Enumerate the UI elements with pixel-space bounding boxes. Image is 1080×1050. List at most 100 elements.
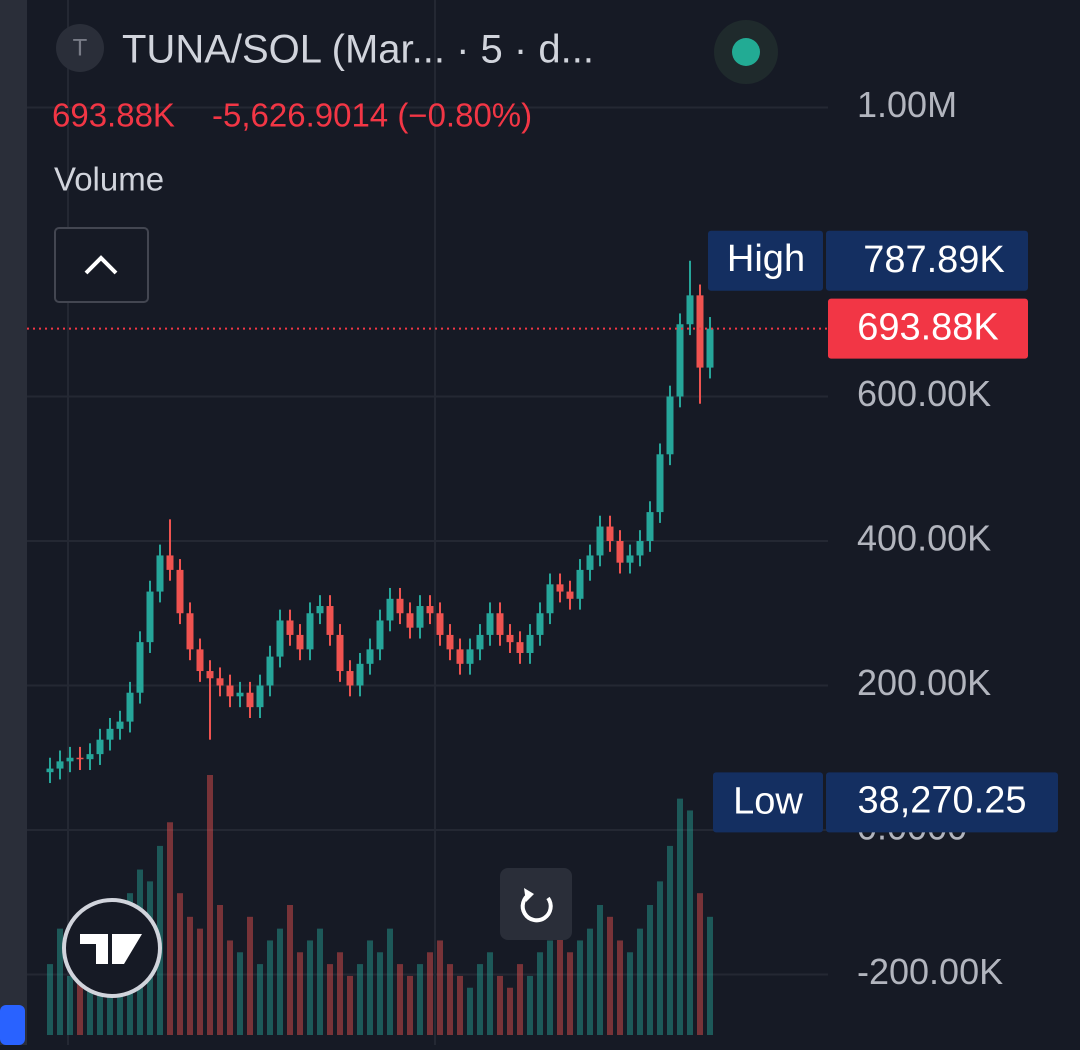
volume-bar <box>227 940 233 1035</box>
low-value: 38,270.25 <box>857 779 1026 821</box>
volume-bar <box>427 952 433 1035</box>
collapse-button[interactable] <box>54 227 149 303</box>
candle-body <box>516 642 524 653</box>
candle-body <box>246 692 254 708</box>
candle-body <box>476 634 484 650</box>
volume-bar <box>667 845 673 1035</box>
volume-bar <box>177 893 183 1035</box>
volume-bar <box>447 964 453 1035</box>
candle-body <box>656 454 664 513</box>
volume-bar <box>607 916 613 1035</box>
candle-body <box>646 512 654 541</box>
volume-bar <box>57 928 63 1035</box>
candle-body <box>546 584 554 614</box>
candle-body <box>426 606 434 614</box>
candle-body <box>136 642 144 693</box>
candle-body <box>616 540 624 563</box>
volume-bar <box>457 975 463 1035</box>
y-tick-label: 600.00K <box>857 373 991 414</box>
title[interactable]: TUNA/SOL (Mar... · 5 · d... <box>122 28 594 72</box>
volume-bar <box>527 975 533 1035</box>
volume-bar <box>317 928 323 1035</box>
candle-body <box>266 656 274 686</box>
reset-button[interactable] <box>500 868 572 940</box>
volume-bar <box>207 775 213 1035</box>
volume-bar <box>347 975 353 1035</box>
volume-bar <box>537 952 543 1035</box>
candle-body <box>386 598 394 621</box>
candle-body <box>586 555 594 570</box>
volume-bar <box>337 952 343 1035</box>
candle-body <box>166 555 174 570</box>
low-name: Low <box>733 780 803 822</box>
candle-body <box>296 634 304 650</box>
candle-body <box>336 634 344 672</box>
candle-body <box>236 692 244 697</box>
volume-bar <box>167 822 173 1035</box>
candle-body <box>666 396 674 455</box>
volume-bar <box>617 940 623 1035</box>
y-tick-label: 1.00M <box>857 84 957 125</box>
candle-body <box>126 692 134 722</box>
change: -5,626.9014 (−0.80%) <box>212 97 532 134</box>
symbol-icon <box>56 24 104 72</box>
candle-body <box>676 324 684 397</box>
volume-bar <box>197 928 203 1035</box>
volume-bar <box>297 952 303 1035</box>
candle-body <box>286 620 294 635</box>
candle-body <box>606 526 614 541</box>
volume-bar <box>507 987 513 1035</box>
candle-body <box>686 295 694 325</box>
volume-bar <box>377 952 383 1035</box>
indicator: Volume <box>54 161 164 198</box>
volume-bar <box>187 916 193 1035</box>
volume-bar <box>307 940 313 1035</box>
high-name-box <box>708 230 823 291</box>
candle-body <box>96 739 104 755</box>
last-price-box <box>828 298 1028 359</box>
volume-bar <box>357 964 363 1035</box>
candle-body <box>216 678 224 686</box>
candle-body <box>576 569 584 599</box>
volume-bar <box>687 810 693 1035</box>
left-edge <box>0 0 27 1045</box>
price: 693.88K <box>52 97 175 134</box>
volume-bar <box>477 964 483 1035</box>
candle-body <box>466 649 474 664</box>
candle-body <box>156 555 164 592</box>
candle-body <box>526 634 534 653</box>
volume-bar <box>77 952 83 1035</box>
volume-bar <box>587 928 593 1035</box>
reset-icon <box>520 892 553 923</box>
volume-bar <box>437 940 443 1035</box>
volume-bar <box>557 928 563 1035</box>
volume-bar <box>627 952 633 1035</box>
volume-bar <box>497 975 503 1035</box>
candle-body <box>496 613 504 635</box>
candle-body <box>356 663 364 686</box>
candle-body <box>206 671 214 679</box>
candle-body <box>306 613 314 650</box>
candle-body <box>376 620 384 650</box>
chevron <box>84 255 118 275</box>
candle-body <box>706 328 714 368</box>
candle-body <box>486 613 494 635</box>
symbol-letter: T <box>73 34 88 61</box>
volume-bar <box>257 964 263 1035</box>
edge-handle <box>0 1005 25 1045</box>
high-value-box <box>826 230 1028 291</box>
volume-bar <box>367 940 373 1035</box>
candle-body <box>186 613 194 650</box>
volume-bar <box>637 928 643 1035</box>
y-tick-label: -200.00K <box>857 951 1003 992</box>
candle-body <box>276 620 284 657</box>
candle-body <box>146 591 154 643</box>
y-tick-label: 200.00K <box>857 662 991 703</box>
candle-body <box>626 555 634 563</box>
candle-body <box>196 649 204 672</box>
volume-bar <box>397 964 403 1035</box>
candle-body <box>46 768 54 773</box>
volume-bar <box>547 940 553 1035</box>
candle-body <box>696 295 704 368</box>
